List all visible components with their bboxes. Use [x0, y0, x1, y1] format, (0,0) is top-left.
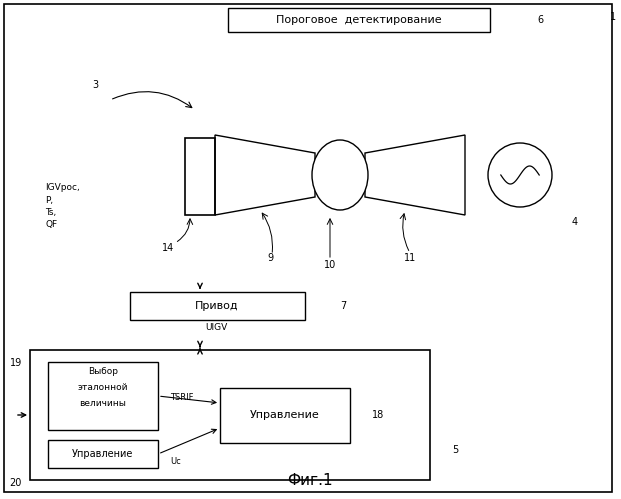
Text: Управление: Управление: [72, 449, 134, 459]
Text: 4: 4: [572, 217, 578, 227]
Text: 14: 14: [162, 243, 174, 253]
Bar: [30, 350, 430, 480]
Text: Фиг.1: Фиг.1: [287, 473, 333, 488]
Text: 5: 5: [452, 445, 458, 455]
Text: UIGV: UIGV: [205, 323, 227, 332]
Bar: [185, 138, 215, 215]
Text: Привод: Привод: [195, 301, 239, 311]
Text: IGVрос,: IGVрос,: [45, 184, 79, 193]
Text: TSRIF: TSRIF: [170, 394, 194, 403]
Text: 10: 10: [324, 260, 336, 270]
Text: 11: 11: [404, 253, 416, 263]
Circle shape: [488, 143, 552, 207]
Text: 19: 19: [10, 358, 22, 368]
Text: 6: 6: [537, 15, 543, 25]
Text: Ts,: Ts,: [45, 208, 57, 217]
Text: Выбор: Выбор: [88, 367, 118, 377]
Text: QF: QF: [45, 220, 57, 229]
Text: 9: 9: [267, 253, 273, 263]
Text: 3: 3: [92, 80, 98, 90]
Bar: [228, 8, 490, 32]
Ellipse shape: [312, 140, 368, 210]
Text: Uc: Uc: [170, 458, 181, 467]
Text: 20: 20: [9, 478, 22, 488]
Text: 1: 1: [610, 12, 616, 22]
Text: Пороговое  детектирование: Пороговое детектирование: [276, 15, 442, 25]
Text: эталонной: эталонной: [78, 384, 129, 393]
Text: 7: 7: [340, 301, 347, 311]
Text: величины: величины: [79, 400, 127, 409]
Text: P,: P,: [45, 196, 53, 205]
Text: Управление: Управление: [250, 410, 320, 420]
Bar: [48, 440, 158, 468]
Bar: [220, 388, 350, 443]
Text: 18: 18: [372, 410, 384, 420]
Bar: [130, 292, 305, 320]
Bar: [48, 362, 158, 430]
